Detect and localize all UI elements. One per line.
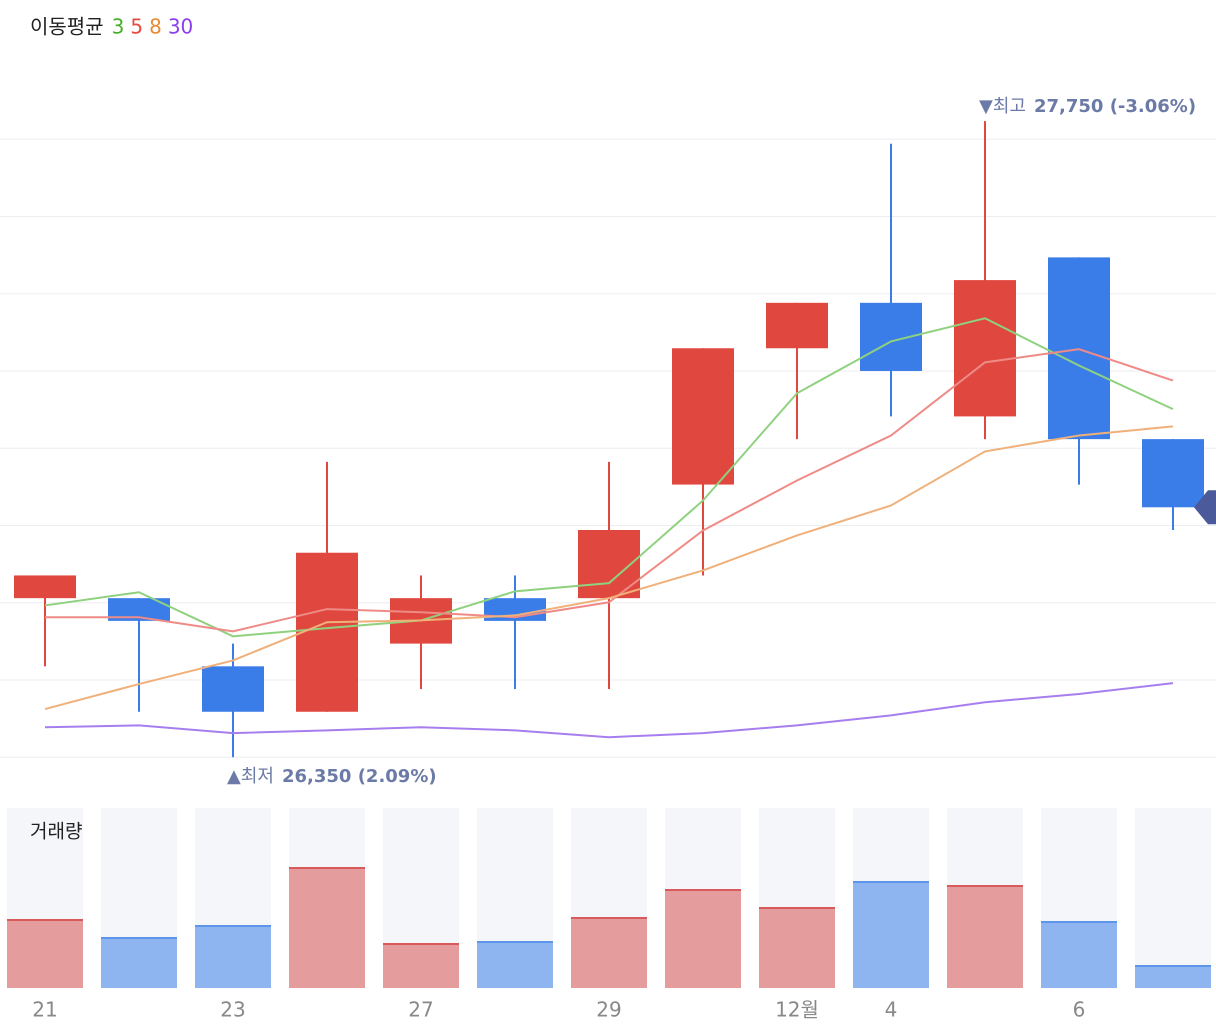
x-tick-label: 29 [596, 998, 621, 1022]
volume-bar [7, 920, 83, 988]
current-price-marker [1194, 490, 1216, 525]
legend-entry: 30 [168, 15, 193, 39]
x-tick-label: 23 [220, 998, 245, 1022]
annotation-label: ▼최고 [979, 96, 1026, 117]
volume-bar [665, 890, 741, 988]
volume-bar [1041, 922, 1117, 988]
candle-body [202, 666, 264, 712]
annotation-label: ▲최저 [227, 766, 274, 787]
moving-average-line [44, 682, 1174, 739]
candle-body [14, 575, 76, 599]
candle-body [954, 280, 1016, 417]
x-tick-label: 6 [1073, 998, 1086, 1022]
legend-entry: 3 [112, 15, 125, 39]
x-tick-label: 27 [408, 998, 433, 1022]
candle-body [296, 552, 358, 712]
legend-entry: 8 [149, 15, 162, 39]
volume-bar [289, 868, 365, 988]
candle-body [108, 598, 170, 621]
candle-body [672, 348, 734, 485]
annotation-value: 26,350 (2.09%) [282, 766, 437, 787]
volume-bar [101, 938, 177, 988]
volume-bar [571, 918, 647, 988]
legend-entry: 5 [130, 15, 143, 39]
volume-bar [759, 908, 835, 988]
volume-bar [947, 886, 1023, 988]
x-tick-label: 12월 [775, 998, 819, 1022]
candle-body [1142, 439, 1204, 508]
x-tick-label: 21 [32, 998, 57, 1022]
volume-bar [1135, 966, 1211, 988]
moving-average-line [45, 348, 1174, 633]
annotation-value: 27,750 (-3.06%) [1034, 96, 1196, 117]
volume-bar [383, 944, 459, 988]
volume-title: 거래량 [30, 821, 82, 843]
legend-title: 이동평균 [30, 15, 104, 39]
candle-body [766, 302, 828, 349]
moving-average-line [44, 425, 1174, 710]
volume-bar [477, 942, 553, 988]
x-tick-label: 4 [885, 998, 898, 1022]
volume-column-bg [1135, 808, 1211, 988]
volume-bar [853, 882, 929, 988]
volume-bar [195, 926, 271, 988]
moving-average-line [44, 317, 1174, 638]
